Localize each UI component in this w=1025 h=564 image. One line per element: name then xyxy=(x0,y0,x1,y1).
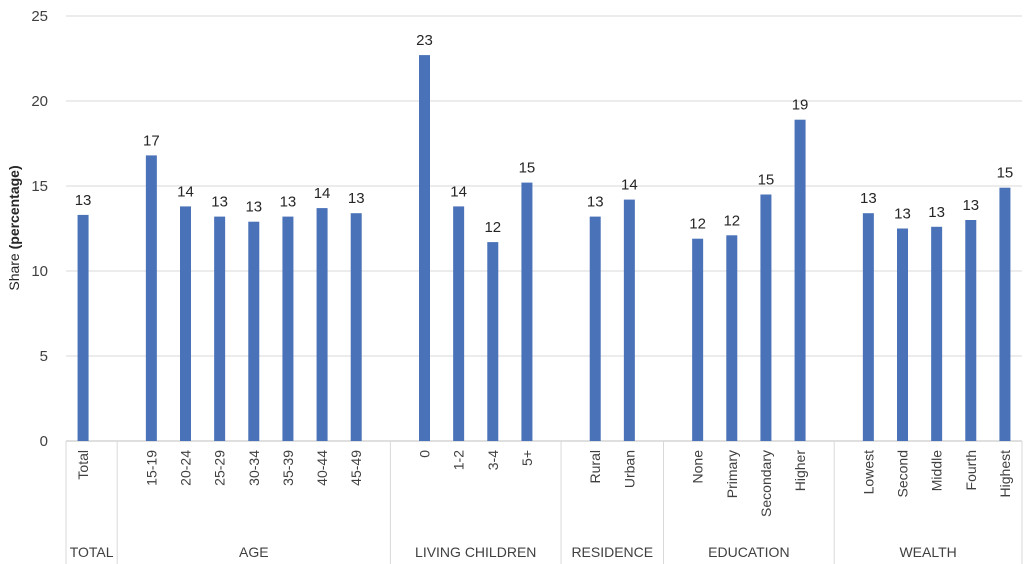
data-label: 17 xyxy=(143,132,160,149)
category-label: 35-39 xyxy=(280,450,296,486)
bar xyxy=(760,194,772,441)
category-label: Middle xyxy=(929,450,945,491)
bar xyxy=(248,221,260,441)
y-axis-label: Share (percentage) xyxy=(6,165,22,290)
bar xyxy=(77,214,89,441)
data-label: 13 xyxy=(280,194,297,211)
y-tick-label: 5 xyxy=(40,348,48,365)
category-label: 45-49 xyxy=(348,450,364,486)
group-label: RESIDENCE xyxy=(571,544,653,560)
bar xyxy=(589,216,601,441)
group-label: WEALTH xyxy=(899,544,956,560)
data-label: 13 xyxy=(245,199,262,216)
category-label: Second xyxy=(895,450,911,497)
category-label: 20-24 xyxy=(178,450,194,486)
data-label: 13 xyxy=(587,194,604,211)
bar xyxy=(965,220,977,441)
data-label: 14 xyxy=(621,177,638,194)
data-label: 15 xyxy=(758,172,775,189)
category-label: Secondary xyxy=(758,450,774,517)
y-tick-label: 0 xyxy=(40,433,48,450)
bar xyxy=(931,226,943,441)
data-label: 13 xyxy=(75,192,92,209)
data-label: 15 xyxy=(997,165,1014,182)
data-label: 12 xyxy=(723,212,740,229)
bar xyxy=(316,208,328,441)
bar xyxy=(419,55,430,441)
group-label: TOTAL xyxy=(70,544,114,560)
data-label: 12 xyxy=(484,219,501,236)
data-label: 13 xyxy=(860,190,877,207)
category-label: 30-34 xyxy=(246,450,262,486)
bar xyxy=(794,119,806,441)
category-label: Lowest xyxy=(860,450,876,494)
bar xyxy=(726,235,738,441)
category-label: Highest xyxy=(997,450,1013,498)
category-label: 3-4 xyxy=(485,450,501,470)
bar xyxy=(282,216,294,441)
category-label: 15-19 xyxy=(143,450,159,486)
bar xyxy=(623,199,635,441)
bars xyxy=(77,55,1011,441)
data-label: 14 xyxy=(177,183,194,200)
bar xyxy=(453,206,465,441)
data-label: 23 xyxy=(416,32,433,49)
data-label: 19 xyxy=(792,97,809,114)
category-label: 0 xyxy=(417,450,433,458)
bar xyxy=(180,206,191,441)
y-tick-label: 20 xyxy=(31,93,48,110)
category-label: 1-2 xyxy=(451,450,467,470)
data-label: 13 xyxy=(211,194,228,211)
data-label: 13 xyxy=(894,206,911,223)
category-label: 5+ xyxy=(519,450,535,466)
category-label: Total xyxy=(75,450,91,480)
category-label: Rural xyxy=(587,450,603,483)
bar xyxy=(999,187,1011,441)
gridlines: 0 5 10 15 20 25 xyxy=(31,8,1022,450)
category-label: 40-44 xyxy=(314,450,330,486)
data-label: 14 xyxy=(450,183,467,200)
y-tick-label: 10 xyxy=(31,263,48,280)
bar xyxy=(692,238,704,441)
category-label: Fourth xyxy=(963,450,979,490)
category-label: None xyxy=(690,450,706,484)
data-label: 12 xyxy=(689,216,706,233)
bar xyxy=(214,216,226,441)
bar xyxy=(862,213,874,441)
group-label: AGE xyxy=(239,544,269,560)
data-label: 15 xyxy=(519,160,536,177)
axes xyxy=(65,440,1023,564)
y-tick-label: 15 xyxy=(31,178,48,195)
data-label: 13 xyxy=(962,197,979,214)
bar xyxy=(145,155,157,441)
bar xyxy=(521,182,533,441)
bar xyxy=(350,213,362,441)
bar xyxy=(897,228,908,441)
data-labels: 13 17 14 13 13 13 14 13 23 14 12 15 13 14 12 12 15 19 13 13… xyxy=(75,32,1014,236)
data-label: 14 xyxy=(314,185,331,202)
bar xyxy=(487,242,499,441)
group-label: EDUCATION xyxy=(708,544,789,560)
category-label: Primary xyxy=(724,450,740,498)
category-label: 25-29 xyxy=(212,450,228,486)
group-label: LIVING CHILDREN xyxy=(415,544,536,560)
y-tick-label: 25 xyxy=(31,8,48,25)
category-label: Higher xyxy=(792,450,808,492)
data-label: 13 xyxy=(928,204,945,221)
category-label: Urban xyxy=(621,450,637,488)
category-labels: Total 15-19 20-24 25-29 30-34 35-39 40-44 45-49… xyxy=(75,450,1013,517)
group-labels: TOTAL AGE LIVING CHILDREN RESIDENCE EDUCATIO… xyxy=(70,544,957,560)
data-label: 13 xyxy=(348,190,365,207)
